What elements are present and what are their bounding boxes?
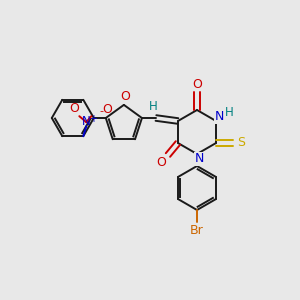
Text: O: O xyxy=(192,77,202,91)
Text: S: S xyxy=(237,136,245,149)
Text: O: O xyxy=(156,157,166,169)
Text: N: N xyxy=(82,115,91,128)
Text: H: H xyxy=(148,100,157,113)
Text: Br: Br xyxy=(190,224,204,236)
Text: O: O xyxy=(120,90,130,104)
Text: -: - xyxy=(99,106,103,116)
Text: O: O xyxy=(69,102,79,115)
Text: N: N xyxy=(194,152,204,166)
Text: H: H xyxy=(225,106,233,118)
Text: O: O xyxy=(102,103,112,116)
Text: +: + xyxy=(89,114,97,124)
Text: N: N xyxy=(214,110,224,124)
